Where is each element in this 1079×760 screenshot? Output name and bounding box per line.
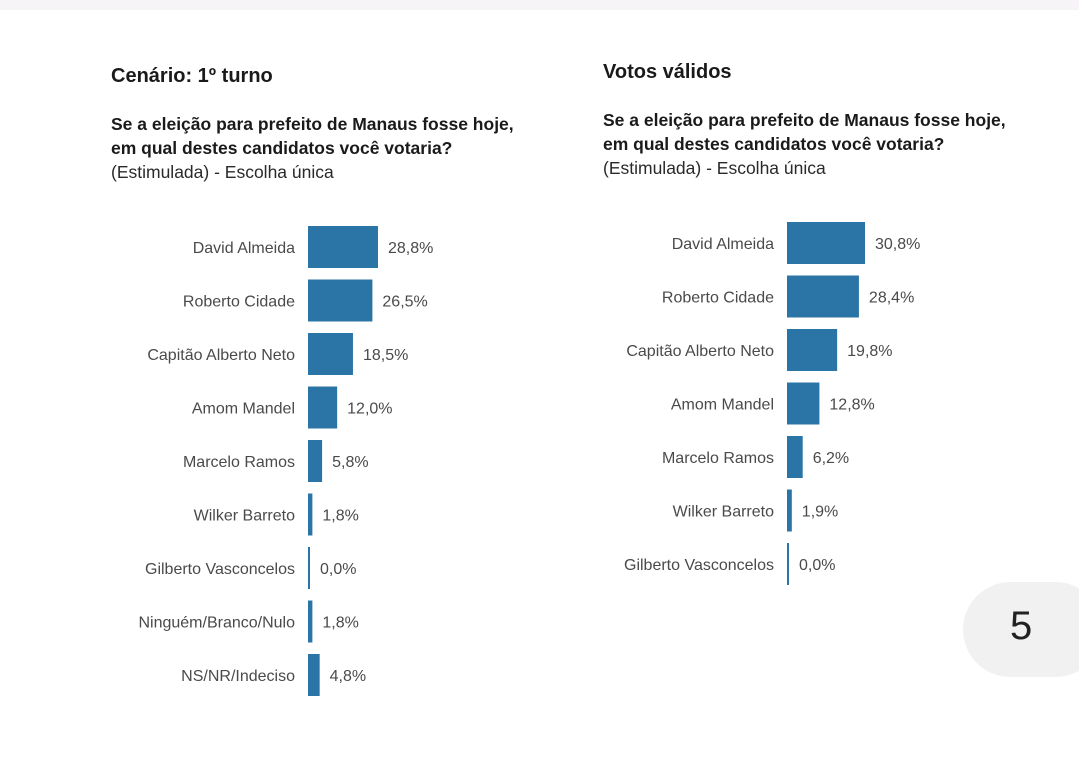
value-label: 12,0% <box>347 401 392 418</box>
bar <box>787 543 789 585</box>
category-label: Capitão Alberto Neto <box>147 347 295 364</box>
category-label: Wilker Barreto <box>673 504 774 521</box>
bar <box>308 654 320 696</box>
page-number-badge <box>963 582 1079 677</box>
bar <box>308 440 323 482</box>
page-number: 5 <box>1010 604 1033 648</box>
bar <box>308 386 338 429</box>
right-subtitle: (Estimulada) - Escolha única <box>603 158 826 178</box>
bar <box>308 600 313 643</box>
category-label: Wilker Barreto <box>194 508 295 525</box>
bar <box>787 436 803 478</box>
left-question-line2: em qual destes candidatos você votaria? <box>111 138 453 158</box>
right-question-line1: Se a eleição para prefeito de Manaus fos… <box>603 110 1006 130</box>
value-label: 28,4% <box>869 290 914 307</box>
category-label: Amom Mandel <box>671 397 774 414</box>
value-label: 0,0% <box>320 561 356 578</box>
category-label: Gilberto Vasconcelos <box>624 557 774 574</box>
category-label: Roberto Cidade <box>662 290 774 307</box>
left-question-line1: Se a eleição para prefeito de Manaus fos… <box>111 114 514 134</box>
value-label: 5,8% <box>332 454 368 471</box>
value-label: 1,9% <box>802 504 838 521</box>
value-label: 1,8% <box>322 615 358 632</box>
category-label: Amom Mandel <box>192 401 295 418</box>
category-label: Roberto Cidade <box>183 294 295 311</box>
value-label: 19,8% <box>847 343 892 360</box>
category-label: Ninguém/Branco/Nulo <box>138 615 295 632</box>
bar <box>308 279 373 322</box>
bar <box>787 382 820 425</box>
category-label: Capitão Alberto Neto <box>626 343 774 360</box>
top-bar <box>0 0 1079 10</box>
value-label: 26,5% <box>382 294 427 311</box>
category-label: NS/NR/Indeciso <box>181 668 295 685</box>
left-panel: Cenário: 1º turno Se a eleição para pref… <box>111 65 514 696</box>
value-label: 6,2% <box>813 450 849 467</box>
value-label: 4,8% <box>330 668 366 685</box>
bar <box>787 275 859 318</box>
value-label: 12,8% <box>829 397 874 414</box>
category-label: Marcelo Ramos <box>662 450 774 467</box>
bar <box>308 493 313 536</box>
right-panel: Votos válidos Se a eleição para prefeito… <box>560 0 1079 760</box>
right-question-line2: em qual destes candidatos você votaria? <box>603 134 945 154</box>
right-bar-chart: David Almeida 30,8% Roberto Cidade 28,4% Cap… <box>624 222 920 585</box>
bar <box>308 226 378 268</box>
bar <box>787 329 838 371</box>
category-label: Gilberto Vasconcelos <box>145 561 295 578</box>
left-heading: Cenário: 1º turno <box>111 65 273 87</box>
left-subtitle: (Estimulada) - Escolha única <box>111 162 334 182</box>
value-label: 1,8% <box>322 508 358 525</box>
category-label: Marcelo Ramos <box>183 454 295 471</box>
value-label: 28,8% <box>388 240 433 257</box>
value-label: 30,8% <box>875 236 920 253</box>
category-label: David Almeida <box>193 240 295 257</box>
right-heading: Votos válidos <box>603 61 732 83</box>
value-label: 0,0% <box>799 557 835 574</box>
bar <box>308 333 353 375</box>
bar <box>787 222 865 264</box>
left-bar-chart: David Almeida 28,8% Roberto Cidade 26,5% Cap… <box>138 226 433 696</box>
category-label: David Almeida <box>672 236 774 253</box>
bar <box>787 489 792 532</box>
value-label: 18,5% <box>363 347 408 364</box>
bar <box>308 547 310 589</box>
